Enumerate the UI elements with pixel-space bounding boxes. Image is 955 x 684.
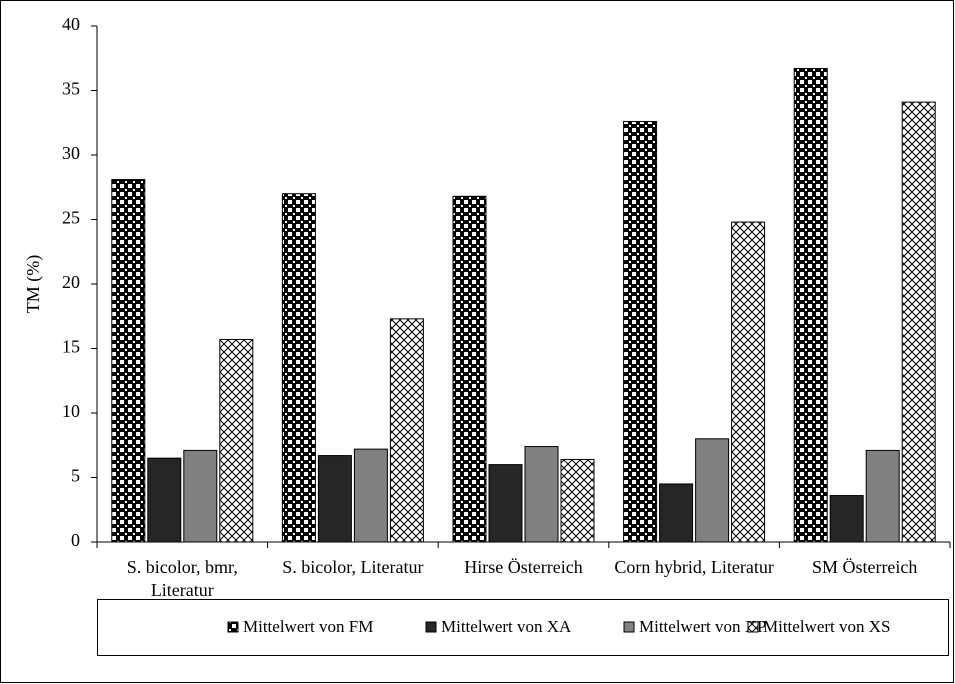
- bar: [452, 195, 487, 543]
- legend-swatch: [623, 621, 635, 633]
- legend-swatch: [425, 621, 437, 633]
- bar: [793, 68, 828, 543]
- y-tick-label: 10: [62, 401, 80, 421]
- x-tick-label: Hirse Österreich: [464, 557, 583, 577]
- bar: [695, 438, 730, 543]
- y-tick-label: 30: [62, 143, 80, 163]
- y-tick-label: 25: [62, 208, 80, 228]
- y-tick-label: 20: [62, 272, 80, 292]
- x-tick-label: S. bicolor, bmr, Literatur: [126, 557, 238, 600]
- bar: [353, 448, 388, 543]
- bar: [488, 464, 523, 543]
- x-tick-label: S. bicolor, Literatur: [282, 557, 424, 577]
- bar: [389, 318, 424, 543]
- bar: [731, 221, 766, 543]
- bar: [560, 458, 595, 543]
- y-tick-label: 5: [71, 466, 80, 486]
- bar: [901, 101, 936, 543]
- bar: [111, 179, 146, 543]
- x-tick-label: Corn hybrid, Literatur: [614, 557, 774, 577]
- bar: [147, 457, 182, 543]
- y-tick-label: 0: [71, 530, 80, 550]
- bar: [281, 193, 316, 543]
- y-tick-label: 40: [62, 14, 80, 34]
- legend-box: [97, 599, 949, 656]
- bar: [219, 338, 254, 543]
- legend-swatch: [747, 621, 759, 633]
- y-tick-label: 35: [62, 79, 80, 99]
- y-tick-label: 15: [62, 337, 80, 357]
- bar: [623, 120, 658, 543]
- bar: [659, 483, 694, 543]
- legend-label: Mittelwert von FM: [243, 617, 373, 636]
- legend-swatch: [227, 621, 239, 633]
- bar: [524, 446, 559, 543]
- bar: [317, 455, 352, 543]
- bar: [865, 449, 900, 543]
- bar: [183, 449, 218, 543]
- bar: [829, 495, 864, 543]
- legend-label: Mittelwert von XA: [441, 617, 572, 636]
- legend-label: Mittelwert von XS: [763, 617, 891, 636]
- legend-label: Mittelwert von XP: [639, 617, 767, 636]
- x-tick-label: SM Österreich: [811, 557, 918, 577]
- y-axis-title: TM (%): [23, 255, 44, 313]
